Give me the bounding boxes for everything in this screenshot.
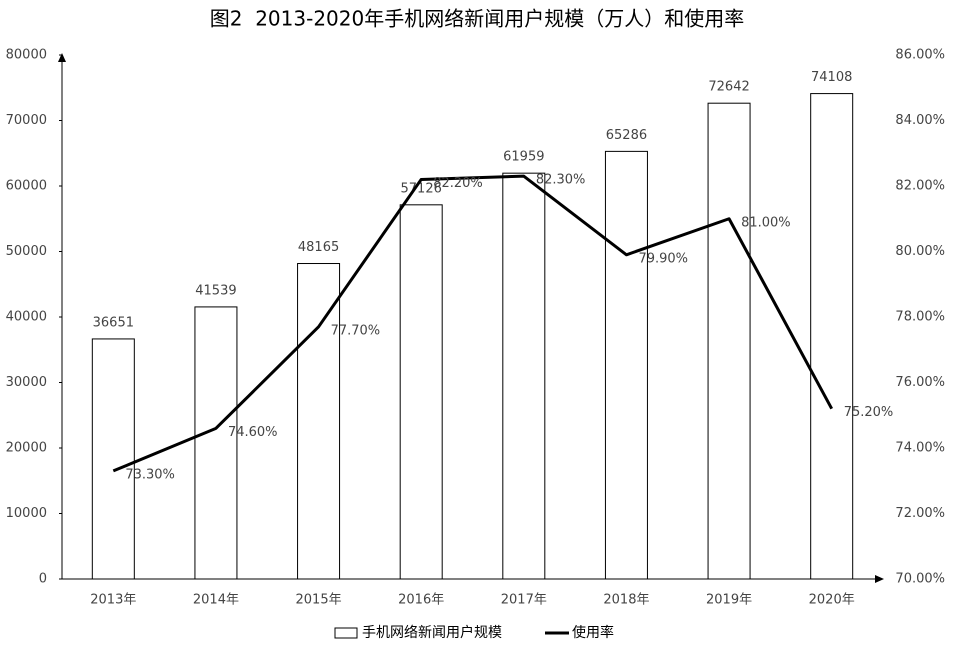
x-tick-label: 2016年 <box>398 593 444 608</box>
legend-swatch <box>334 627 358 639</box>
data-label: 65286 <box>606 128 647 143</box>
y-tick-label: 60000 <box>6 179 47 194</box>
y-tick-label: 70000 <box>6 113 47 128</box>
data-label: 41539 <box>195 283 236 298</box>
y-tick-label: 0 <box>39 572 47 587</box>
data-label: 74108 <box>811 70 852 85</box>
y-tick-label: 20000 <box>6 441 47 456</box>
y2-tick-label: 76.00% <box>895 375 945 390</box>
legend-label: 使用率 <box>572 624 614 641</box>
y2-tick-label: 80.00% <box>895 244 945 259</box>
y2-tick-label: 86.00% <box>895 48 945 63</box>
data-label: 81.00% <box>741 215 791 230</box>
x-tick-label: 2013年 <box>90 593 136 608</box>
bar <box>297 263 341 580</box>
y2-tick-label: 70.00% <box>895 572 945 587</box>
y2-tick-label: 74.00% <box>895 441 945 456</box>
x-tick-label: 2017年 <box>501 593 547 608</box>
y2-tick-label: 72.00% <box>895 506 945 521</box>
x-tick-label: 2014年 <box>193 593 239 608</box>
data-label: 82.30% <box>536 173 586 188</box>
bar <box>604 150 648 580</box>
x-tick-label: 2019年 <box>706 593 752 608</box>
x-axis-arrow <box>875 575 884 583</box>
data-label: 72642 <box>708 80 749 95</box>
y-tick-label: 30000 <box>6 375 47 390</box>
data-label: 74.60% <box>228 425 278 440</box>
bar <box>810 93 854 580</box>
data-label: 73.30% <box>125 467 175 482</box>
y-tick-label: 10000 <box>6 506 47 521</box>
y-tick-label: 50000 <box>6 244 47 259</box>
bar <box>399 204 443 580</box>
data-label: 48165 <box>298 240 339 255</box>
data-label: 61959 <box>503 150 544 165</box>
chart-title: 图2 2013-2020年手机网络新闻用户规模（万人）和使用率 <box>210 7 744 31</box>
y-axis-arrow <box>58 53 66 62</box>
bar <box>194 306 238 580</box>
data-label: 36651 <box>93 315 134 330</box>
y-tick-label: 40000 <box>6 310 47 325</box>
x-tick-label: 2015年 <box>296 593 342 608</box>
data-label: 77.70% <box>331 323 381 338</box>
x-tick-label: 2020年 <box>809 593 855 608</box>
bar <box>707 102 751 580</box>
bar <box>502 172 546 580</box>
y2-tick-label: 78.00% <box>895 310 945 325</box>
y2-tick-label: 84.00% <box>895 113 945 128</box>
data-label: 79.90% <box>638 251 688 266</box>
data-label: 82.20% <box>433 176 483 191</box>
line <box>112 174 834 473</box>
legend-label: 手机网络新闻用户规模 <box>362 624 502 641</box>
y-tick-label: 80000 <box>6 48 47 63</box>
x-tick-label: 2018年 <box>603 593 649 608</box>
bar <box>91 338 135 580</box>
y2-tick-label: 82.00% <box>895 179 945 194</box>
data-label: 75.20% <box>844 405 894 420</box>
